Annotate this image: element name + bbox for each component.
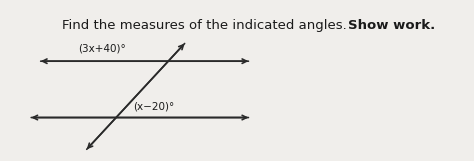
Text: Find the measures of the indicated angles.: Find the measures of the indicated angle…: [62, 19, 355, 32]
Text: Show work.: Show work.: [348, 19, 436, 32]
Text: (3x+40)°: (3x+40)°: [78, 43, 126, 53]
Text: (x−20)°: (x−20)°: [133, 101, 174, 111]
